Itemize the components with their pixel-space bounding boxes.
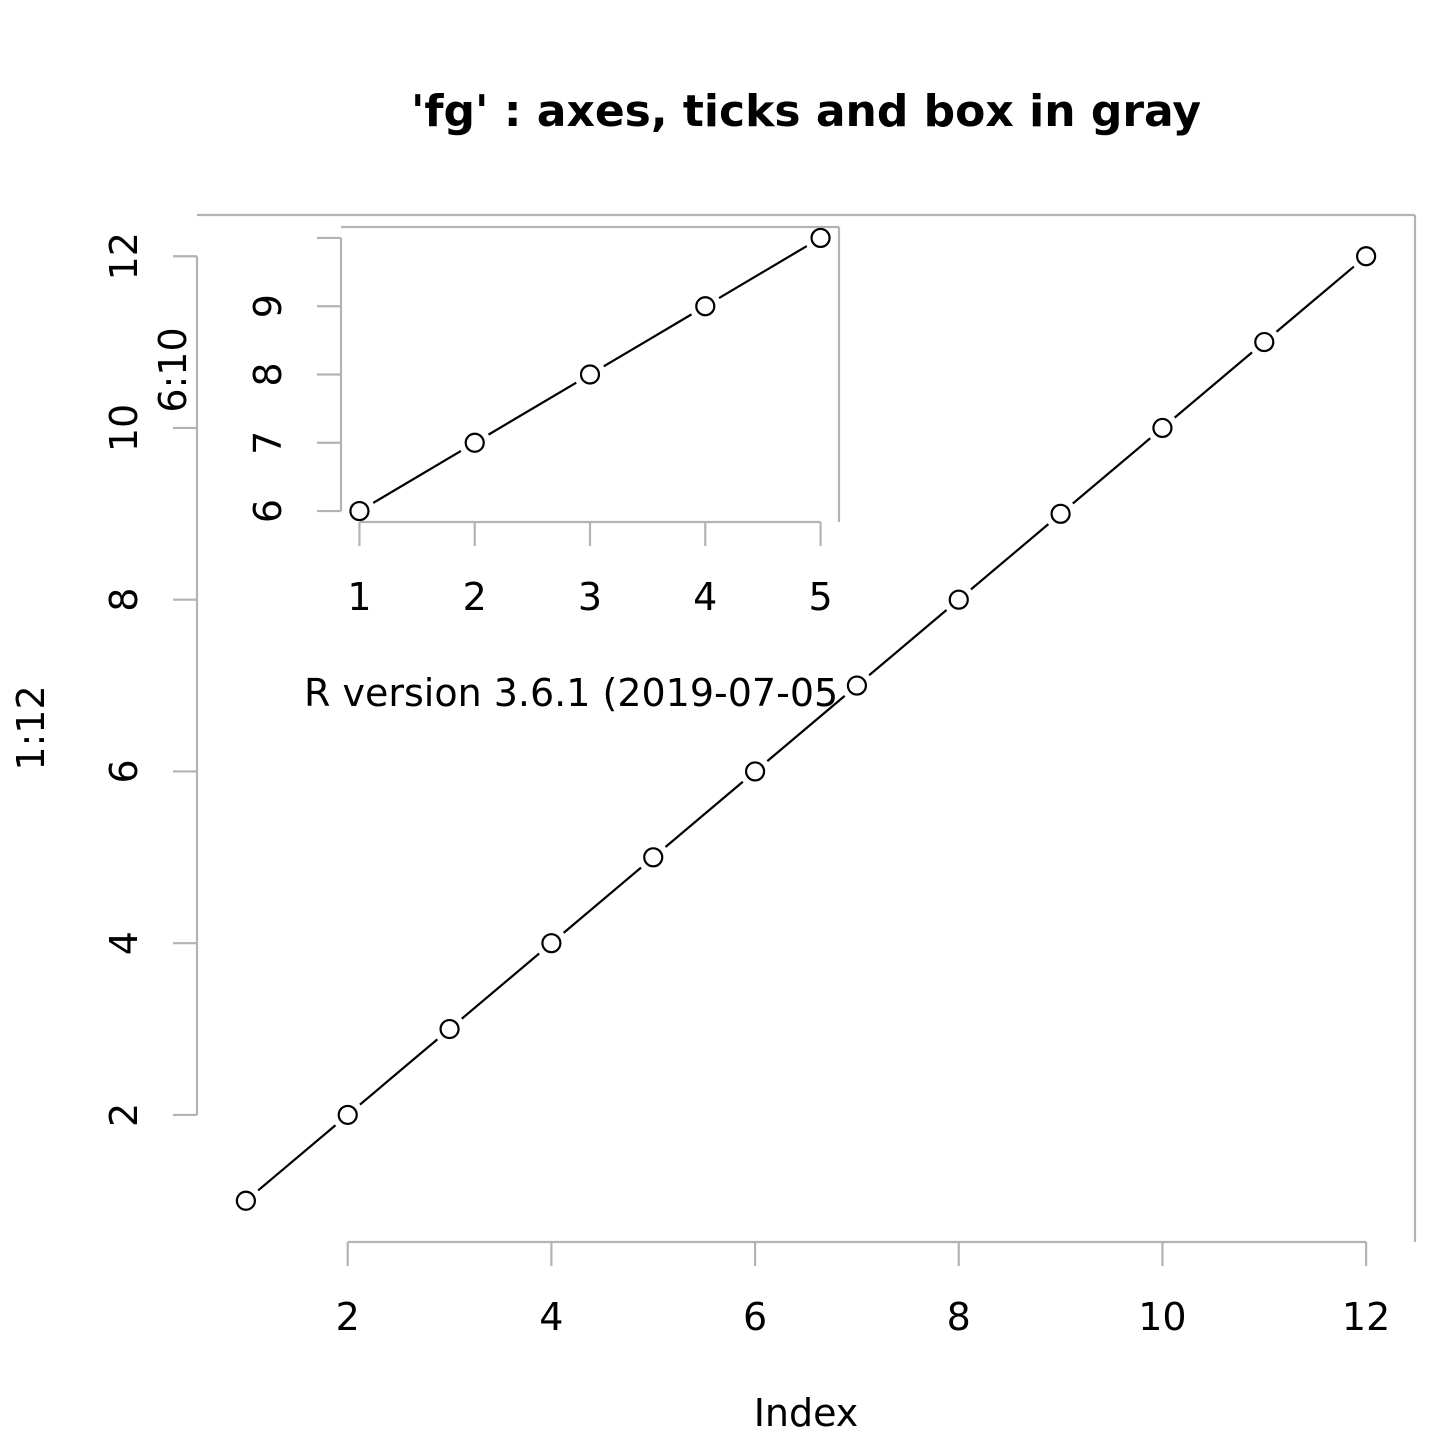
x-axis-title: Index [754,1391,859,1435]
data-point [744,761,766,782]
series-segment [257,1124,337,1192]
inset-data-point [464,432,485,453]
y-tick-label: 12 [102,232,146,280]
inset-x-tick-label: 3 [578,575,602,619]
inset-data-point [695,296,716,317]
inset-y-tick-label: 6 [246,499,290,523]
x-tick-label: 12 [1342,1295,1390,1339]
inset-data-point [810,227,831,249]
y-tick-label: 10 [102,404,146,452]
inset-series-segment [372,449,462,504]
series-segment [970,523,1050,591]
data-point [948,589,969,610]
data-point [1356,246,1377,267]
x-tick-label: 4 [539,1295,563,1339]
inset-data-point [349,500,370,522]
inset-series-segment [487,381,577,436]
x-tick-label: 6 [743,1295,767,1339]
x-tick-label: 8 [947,1295,971,1339]
series-segment [562,866,642,934]
series-segment [461,952,540,1020]
inset-x-tick-label: 4 [693,575,717,619]
x-tick-label: 2 [336,1295,360,1339]
inset-y-tick-label: 8 [246,362,290,386]
inset-x-tick-label: 1 [347,575,371,619]
inset-series-segment [603,313,693,368]
inset-series-segment [718,245,808,300]
inset-x-tick-label: 2 [463,575,487,619]
data-point [439,1018,460,1040]
series-segment [359,1038,439,1106]
inset-x-tick-label: 5 [808,575,832,619]
data-point [1152,417,1173,439]
inset-y-axis-title: 6:10 [151,327,195,412]
series-segment [1072,437,1151,505]
series-segment [1173,351,1253,419]
inset-y-tick-label: 7 [246,431,290,455]
r-version-note: R version 3.6.1 (2019-07-05 [304,671,838,715]
data-point [1050,503,1071,524]
chart-title: 'fg' : axes, ticks and box in gray [411,86,1201,137]
inset-y-tick-label: 9 [246,294,290,318]
data-point [235,1190,256,1211]
inset-data-point [579,364,601,385]
data-point [643,847,664,868]
y-tick-label: 8 [102,588,146,612]
data-point [541,933,562,954]
y-tick-label: 2 [102,1103,146,1127]
data-point [1254,331,1275,353]
x-tick-label: 10 [1138,1295,1186,1339]
series-segment [766,695,846,762]
y-tick-label: 6 [102,759,146,783]
data-point [846,675,868,696]
y-axis-title: 1:12 [9,685,53,770]
y-tick-label: 4 [102,931,146,955]
inset-plot: 1 2 3 4 5 6 7 8 9 [246,225,841,619]
data-point [337,1104,358,1126]
series-segment [868,609,948,677]
series-segment [1275,265,1355,333]
series-segment [664,780,744,848]
